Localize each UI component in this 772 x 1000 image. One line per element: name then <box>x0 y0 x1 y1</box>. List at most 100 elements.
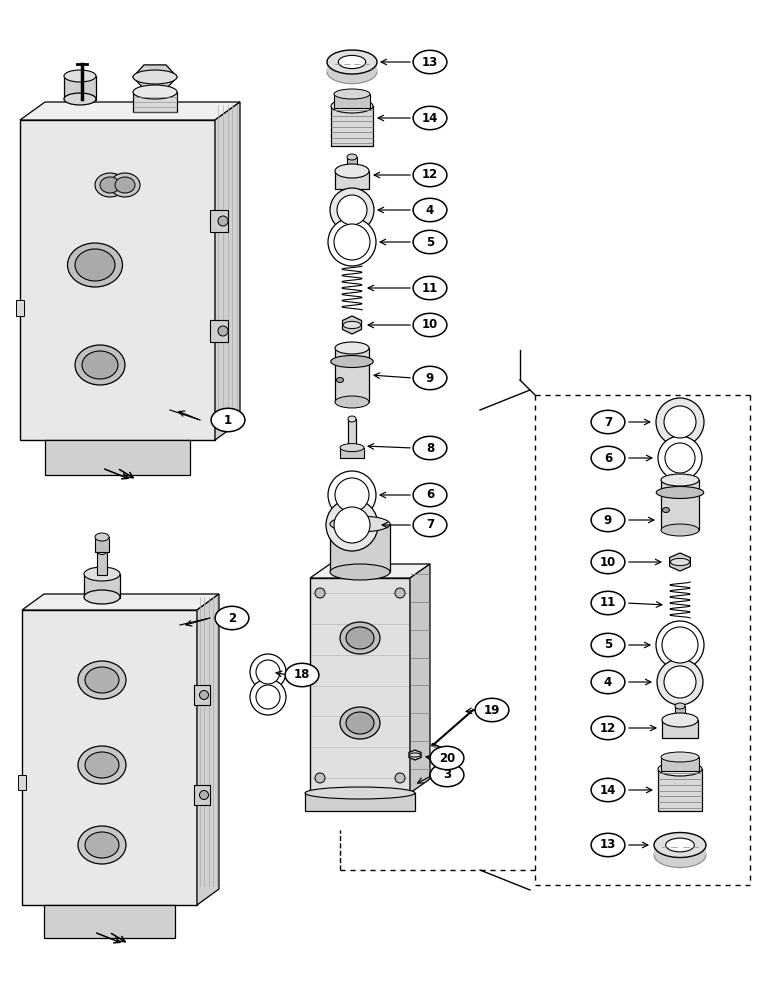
Text: 13: 13 <box>422 55 438 68</box>
Ellipse shape <box>591 550 625 574</box>
Ellipse shape <box>67 243 123 287</box>
Ellipse shape <box>661 752 699 762</box>
Ellipse shape <box>82 351 118 379</box>
Circle shape <box>328 471 376 519</box>
Ellipse shape <box>591 633 625 657</box>
Ellipse shape <box>95 533 109 541</box>
Circle shape <box>657 659 703 705</box>
Bar <box>662 720 698 738</box>
Ellipse shape <box>330 356 373 367</box>
Ellipse shape <box>661 524 699 536</box>
Ellipse shape <box>654 832 706 857</box>
Ellipse shape <box>97 548 107 554</box>
Bar <box>16 300 24 316</box>
Circle shape <box>395 773 405 783</box>
Polygon shape <box>197 594 219 905</box>
Bar <box>194 685 210 705</box>
Bar <box>64 76 96 100</box>
Ellipse shape <box>211 408 245 432</box>
Ellipse shape <box>413 436 447 460</box>
Ellipse shape <box>413 313 447 337</box>
Circle shape <box>218 326 228 336</box>
Polygon shape <box>343 316 361 334</box>
Circle shape <box>250 679 286 715</box>
Ellipse shape <box>110 173 140 197</box>
Bar <box>654 845 706 855</box>
Ellipse shape <box>413 163 447 187</box>
Ellipse shape <box>346 627 374 649</box>
Ellipse shape <box>413 366 447 390</box>
Ellipse shape <box>591 410 625 434</box>
Text: 11: 11 <box>422 282 438 294</box>
Ellipse shape <box>348 416 356 422</box>
Circle shape <box>656 621 704 669</box>
Circle shape <box>199 790 208 800</box>
Circle shape <box>328 218 376 266</box>
Ellipse shape <box>430 763 464 787</box>
Text: 7: 7 <box>604 416 612 428</box>
Ellipse shape <box>654 842 706 867</box>
Ellipse shape <box>133 85 177 99</box>
Ellipse shape <box>413 50 447 74</box>
Polygon shape <box>310 578 410 793</box>
Ellipse shape <box>335 164 369 178</box>
Circle shape <box>315 773 325 783</box>
Text: 4: 4 <box>426 204 434 217</box>
Circle shape <box>218 216 228 226</box>
Ellipse shape <box>84 590 120 604</box>
Bar <box>335 348 369 402</box>
Ellipse shape <box>409 753 421 757</box>
Bar <box>305 793 415 811</box>
Bar <box>675 706 685 724</box>
Ellipse shape <box>591 508 625 532</box>
Ellipse shape <box>64 93 96 105</box>
Ellipse shape <box>85 667 119 693</box>
Ellipse shape <box>675 703 685 709</box>
Bar <box>44 905 175 938</box>
Bar <box>210 320 228 342</box>
Ellipse shape <box>591 670 625 694</box>
Ellipse shape <box>84 567 120 581</box>
Circle shape <box>315 588 325 598</box>
Bar <box>348 419 356 450</box>
Bar <box>661 480 699 530</box>
Ellipse shape <box>475 698 509 722</box>
Ellipse shape <box>95 173 125 197</box>
Polygon shape <box>410 564 430 793</box>
Ellipse shape <box>413 198 447 222</box>
Ellipse shape <box>340 707 380 739</box>
Ellipse shape <box>337 377 344 382</box>
Ellipse shape <box>78 661 126 699</box>
Polygon shape <box>669 553 690 571</box>
Bar <box>210 210 228 232</box>
Text: 7: 7 <box>426 518 434 532</box>
Ellipse shape <box>340 444 364 452</box>
Circle shape <box>658 436 702 480</box>
Bar <box>330 524 390 572</box>
Circle shape <box>330 188 374 232</box>
Ellipse shape <box>591 716 625 740</box>
Circle shape <box>337 195 367 225</box>
Circle shape <box>335 478 369 512</box>
Text: 1: 1 <box>224 414 232 426</box>
Text: 11: 11 <box>600 596 616 609</box>
Ellipse shape <box>591 446 625 470</box>
Bar <box>45 440 190 475</box>
Ellipse shape <box>665 838 694 852</box>
Polygon shape <box>20 102 240 120</box>
Circle shape <box>199 690 208 700</box>
Text: 5: 5 <box>426 235 434 248</box>
Text: 8: 8 <box>426 442 434 454</box>
Ellipse shape <box>662 508 669 512</box>
Ellipse shape <box>335 396 369 408</box>
Text: 4: 4 <box>604 676 612 688</box>
Ellipse shape <box>133 70 177 84</box>
Circle shape <box>256 660 280 684</box>
Text: 12: 12 <box>422 168 438 182</box>
Circle shape <box>656 398 704 446</box>
Text: 6: 6 <box>426 488 434 502</box>
Ellipse shape <box>338 55 366 69</box>
Text: 12: 12 <box>600 722 616 734</box>
Text: 10: 10 <box>422 318 438 332</box>
Ellipse shape <box>670 558 689 566</box>
